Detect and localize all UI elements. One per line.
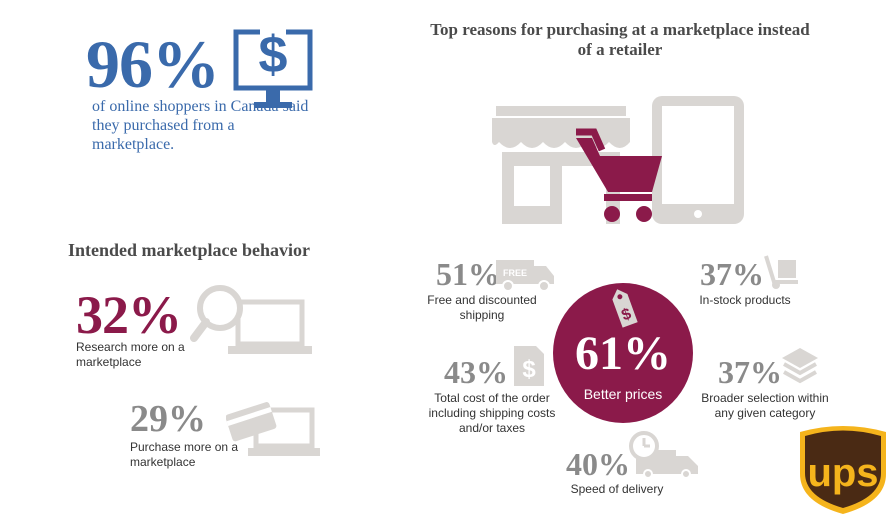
reason-totalcost-percent: 43% (444, 354, 508, 390)
ups-logo: ups (800, 426, 886, 514)
reason-shipping-label: Free and discounted shipping (427, 293, 537, 322)
reason-instock-percent: 37% (700, 256, 764, 292)
reason-totalcost-label: Total cost of the order including shippi… (428, 391, 556, 435)
price-tag-icon: $ (612, 289, 638, 328)
better-prices-percent: 61% (575, 327, 671, 380)
research-label: Research more on a marketplace (76, 340, 185, 369)
research-percent: 32% (76, 285, 182, 345)
svg-text:$: $ (522, 356, 536, 383)
better-prices-label: Better prices (583, 386, 663, 402)
clock-truck-icon (629, 431, 698, 478)
truck-free-icon: FREE (496, 260, 554, 292)
monitor-dollar-icon: $ (233, 20, 313, 108)
online-percent: 96% (86, 26, 220, 102)
svg-text:$: $ (259, 26, 288, 84)
reasons-title: Top reasons for purchasing at a marketpl… (430, 20, 810, 59)
receipt-dollar-icon: $ (514, 346, 544, 386)
magnifier-laptop-icon (190, 285, 312, 354)
layers-icon (782, 348, 818, 384)
truck-badge: FREE (503, 268, 527, 278)
reason-speed-label: Speed of delivery (570, 482, 664, 496)
reason-selection-label: Broader selection within any given categ… (701, 391, 829, 420)
reason-selection-percent: 37% (718, 354, 782, 390)
purchase-percent: 29% (130, 398, 206, 440)
hand-truck-icon (764, 255, 798, 289)
reason-instock-label: In-stock products (699, 293, 791, 307)
ups-logo-text: ups (807, 451, 878, 495)
reason-shipping-percent: 51% (436, 256, 500, 292)
card-laptop-icon (226, 402, 320, 456)
behavior-title: Intended marketplace behavior (68, 240, 310, 260)
reason-speed-percent: 40% (566, 446, 630, 482)
purchase-label: Purchase more on a marketplace (130, 440, 239, 469)
store-cart-tablet-icon (492, 96, 744, 224)
